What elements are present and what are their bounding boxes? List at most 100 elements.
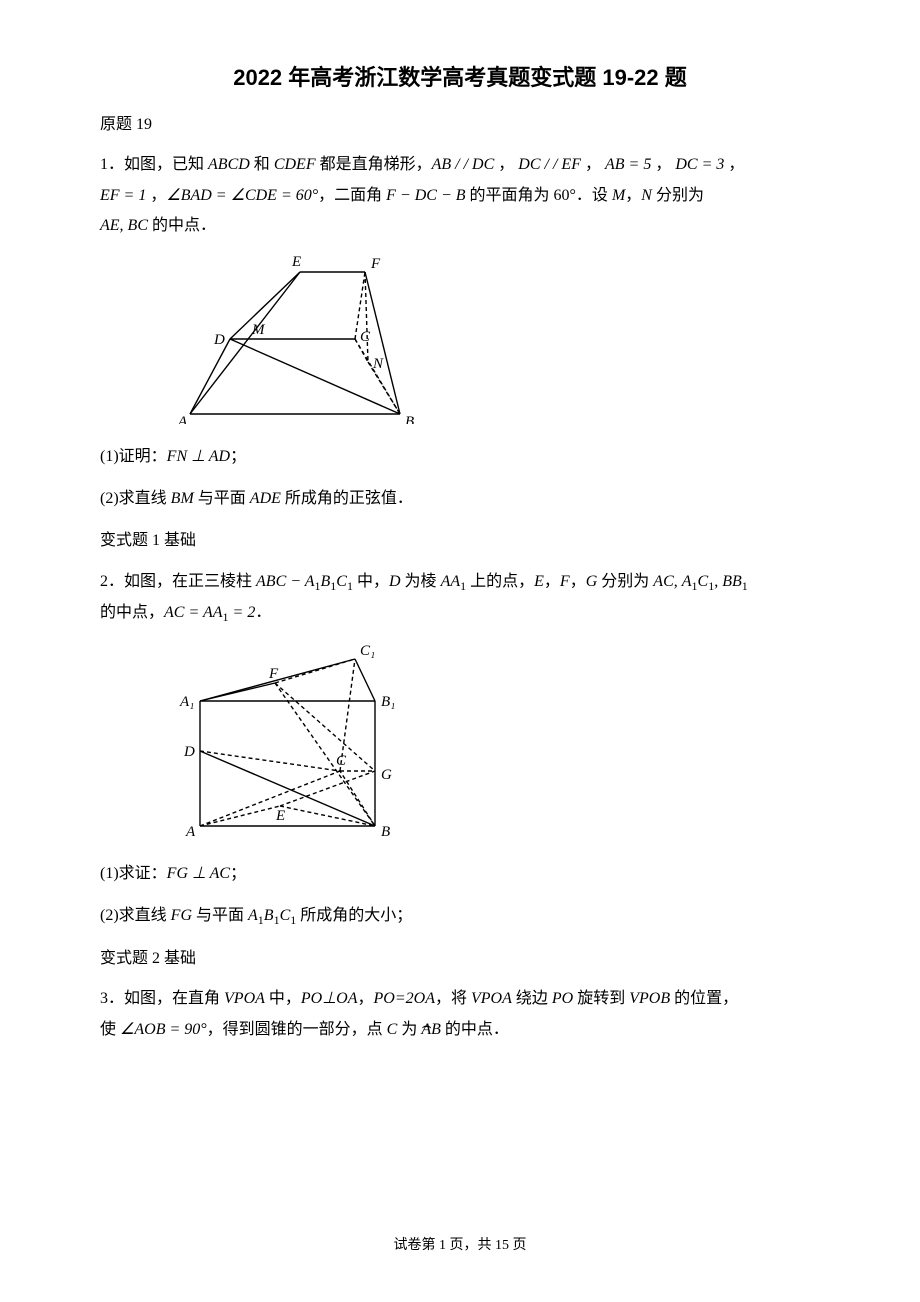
p2-t4: 上的点， <box>466 573 534 590</box>
p1-q2: (2)求直线 BM 与平面 ADE 所成角的正弦值． <box>100 484 820 514</box>
svg-text:B: B <box>405 414 414 424</box>
p1-t3: 都是直角梯形， <box>316 156 432 173</box>
svg-text:N: N <box>372 356 384 372</box>
svg-text:D: D <box>213 332 225 348</box>
p3-arc: ⌢AB <box>421 1021 441 1038</box>
svg-text:E: E <box>291 254 301 270</box>
svg-text:E: E <box>275 808 285 824</box>
p2-eq: AC = AA1 = 2 <box>164 604 255 621</box>
svg-text:A: A <box>185 824 196 840</box>
p1-q2-c: 所成角的正弦值． <box>281 490 413 507</box>
p2-a1c1: A1C1 <box>682 573 714 590</box>
p3-t6: 的位置， <box>670 990 738 1007</box>
problem-2-text: 2．如图，在正三棱柱 ABC − A1B1C1 中，D 为棱 AA1 上的点，E… <box>100 567 820 629</box>
svg-text:C: C <box>360 329 371 345</box>
page-title: 2022 年高考浙江数学高考真题变式题 19-22 题 <box>100 60 820 92</box>
p3-t9: 为 <box>397 1021 421 1038</box>
figure-2-svg: ABA₁B₁C₁CDEFG <box>170 641 430 841</box>
p1-q1-a: (1)证明： <box>100 448 167 465</box>
p1-t2: 和 <box>250 156 274 173</box>
p1-q1-b: FN ⊥ AD <box>167 448 230 465</box>
p3-poa2: VPOA <box>471 990 512 1007</box>
p1-n: N <box>641 187 652 204</box>
p1-q2-b: 与平面 <box>194 490 250 507</box>
p2-q2-plane: A1B1C1 <box>248 907 296 924</box>
p3-t10: 的中点． <box>441 1021 509 1038</box>
svg-text:A₁: A₁ <box>179 694 194 710</box>
p2-q2-c: 所成角的大小； <box>296 907 412 924</box>
figure-1: A B D C E F M N <box>170 254 820 424</box>
p2-q1-a: (1)求证： <box>100 865 167 882</box>
p2-t5: 分别为 <box>597 573 653 590</box>
p1-rel2: DC / / EF <box>518 156 581 173</box>
p2-q2-b: 与平面 <box>192 907 248 924</box>
p1-cdef: CDEF <box>274 156 316 173</box>
p1-q2-bm: BM <box>171 490 194 507</box>
svg-text:B₁: B₁ <box>381 694 395 710</box>
svg-text:F: F <box>268 666 279 682</box>
section-label-original: 原题 19 <box>100 110 820 140</box>
p3-poa: VPOA <box>224 990 265 1007</box>
svg-text:M: M <box>251 322 266 338</box>
p1-t4: ，二面角 <box>318 187 386 204</box>
p1-m: M <box>612 187 625 204</box>
page-footer: 试卷第 1 页，共 15 页 <box>0 1234 920 1254</box>
p2-e: E <box>534 573 544 590</box>
p2-prism: ABC − A1B1C1 <box>256 573 353 590</box>
p1-dc: DC = 3 <box>675 156 724 173</box>
p2-bb1: BB1 <box>722 573 748 590</box>
p1-q1-c: ； <box>230 448 246 465</box>
svg-text:C₁: C₁ <box>360 643 375 659</box>
problem-3-text: 3．如图，在直角 VPOA 中，PO⊥OA，PO=2OA，将 VPOA 绕边 P… <box>100 984 820 1045</box>
p2-q1-c: ； <box>230 865 246 882</box>
p3-t8: ，得到圆锥的一部分，点 <box>207 1021 387 1038</box>
p2-mid: 的中点， <box>100 604 164 621</box>
p1-t7: 的中点． <box>148 217 216 234</box>
p3-t5: 旋转到 <box>573 990 629 1007</box>
p2-f: F <box>560 573 570 590</box>
p1-t5: 的平面角为 60°．设 <box>466 187 612 204</box>
p3-po: PO <box>552 990 573 1007</box>
p3-c: C <box>387 1021 398 1038</box>
p3-aob: ∠AOB = 90° <box>120 1021 207 1038</box>
p2-g: G <box>586 573 598 590</box>
svg-text:B: B <box>381 824 390 840</box>
p2-q2-a: (2)求直线 <box>100 907 171 924</box>
p1-ab: AB = 5 <box>605 156 651 173</box>
p3-t3: ，将 <box>435 990 471 1007</box>
p3-perp: PO⊥OA <box>301 990 358 1007</box>
p2-q1: (1)求证：FG ⊥ AC； <box>100 859 820 889</box>
svg-text:F: F <box>370 256 381 272</box>
p2-q2: (2)求直线 FG 与平面 A1B1C1 所成角的大小； <box>100 901 820 932</box>
svg-text:A: A <box>177 414 188 424</box>
p3-t4: 绕边 <box>512 990 552 1007</box>
p3-pob: VPOB <box>629 990 670 1007</box>
p1-aebc: AE, BC <box>100 217 148 234</box>
p2-d: D <box>389 573 401 590</box>
p1-rel1: AB / / DC <box>432 156 495 173</box>
p2-q1-b: FG ⊥ AC <box>167 865 230 882</box>
problem-1-text: 1．如图，已知 ABCD 和 CDEF 都是直角梯形，AB / / DC ， D… <box>100 150 820 241</box>
variant-1-label: 变式题 1 基础 <box>100 526 820 556</box>
p1-t6: 分别为 <box>652 187 704 204</box>
svg-text:C: C <box>336 753 347 769</box>
svg-text:D: D <box>183 744 195 760</box>
variant-2-label: 变式题 2 基础 <box>100 944 820 974</box>
p1-q2-ade: ADE <box>250 490 281 507</box>
p3-t7: 使 <box>100 1021 120 1038</box>
p1-fdcb: F − DC − B <box>386 187 465 204</box>
p3-eq: PO=2OA <box>374 990 435 1007</box>
p1-ef: EF = 1 <box>100 187 146 204</box>
figure-2: ABA₁B₁C₁CDEFG <box>170 641 820 841</box>
p2-ac: AC <box>653 573 673 590</box>
figure-1-svg: A B D C E F M N <box>170 254 430 424</box>
p2-t2: 中， <box>353 573 389 590</box>
p3-t2: 中， <box>265 990 301 1007</box>
p1-q2-a: (2)求直线 <box>100 490 171 507</box>
p1-q1: (1)证明：FN ⊥ AD； <box>100 442 820 472</box>
p2-aa1: AA1 <box>441 573 467 590</box>
p2-period: ． <box>255 604 271 621</box>
p1-angle: ∠BAD = ∠CDE = 60° <box>166 187 318 204</box>
p2-q2-fg: FG <box>171 907 192 924</box>
p1-abcd: ABCD <box>208 156 250 173</box>
